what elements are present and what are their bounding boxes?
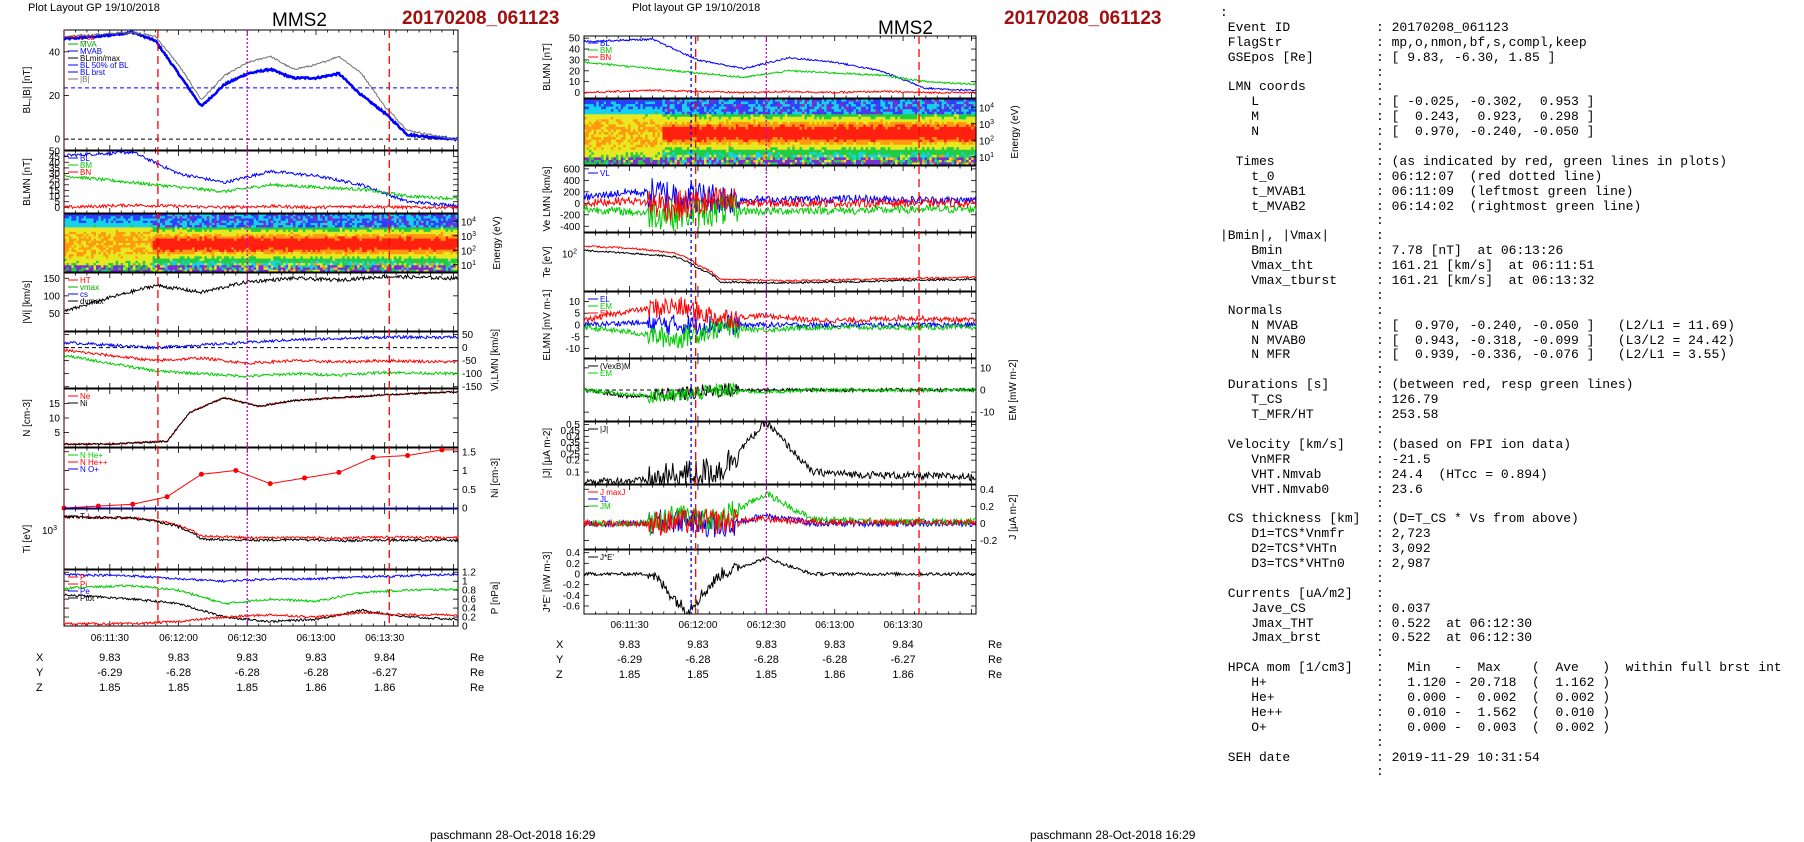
y-tick-label: 50 <box>49 147 61 158</box>
legend-label: Ptot <box>80 594 95 603</box>
series-line-bn <box>64 204 458 209</box>
data-point <box>302 476 307 481</box>
y-tick-label: 102 <box>461 245 476 257</box>
legend-label: |B| <box>80 75 90 84</box>
y-tick-label: 40 <box>49 47 61 58</box>
data-point <box>130 502 135 507</box>
y-tick-label: 5 <box>54 428 60 439</box>
series-line-t- <box>64 516 458 542</box>
legend-label: dvmax <box>80 297 104 306</box>
panel-frame <box>64 570 458 626</box>
legend-label: BN <box>80 168 91 177</box>
y-tick-label: 104 <box>461 216 476 228</box>
series-line--b- <box>64 32 458 140</box>
y-tick-label: 103 <box>461 231 476 243</box>
y-axis-label: BLMN [nT] <box>22 158 33 206</box>
y-axis-label: N [cm-3] <box>22 399 33 437</box>
series-line-pb <box>64 574 458 583</box>
y-tick-label: 1 <box>462 466 468 477</box>
series-line-bl-brst <box>64 32 458 140</box>
y-tick-label: 100 <box>43 291 60 302</box>
y-tick-label: -100 <box>462 369 482 380</box>
data-point <box>371 455 376 460</box>
y-tick-label: -50 <box>462 356 477 367</box>
panel-frame <box>64 389 458 447</box>
panel-frame <box>64 273 458 331</box>
data-point <box>268 481 273 486</box>
legend-label: T⊥ <box>80 512 92 521</box>
panel-frame <box>64 448 458 508</box>
y-axis-label: P [nPa] <box>490 581 501 614</box>
series-line-pi <box>64 612 458 625</box>
y-tick-label: 1.5 <box>462 447 476 458</box>
y-tick-label: 1.2 <box>462 568 476 579</box>
data-point <box>336 470 341 475</box>
data-point <box>165 494 170 499</box>
series-line-ptot <box>64 594 458 622</box>
data-point <box>233 468 238 473</box>
panel-frame <box>64 30 458 150</box>
y-tick-label: 0 <box>462 504 468 515</box>
series-line-ne <box>64 391 458 445</box>
y-tick-label: 0 <box>54 135 60 146</box>
y-axis-label: Energy (eV) <box>492 216 503 269</box>
y-axis-label: BL,|B| [nT] <box>22 66 33 113</box>
data-point <box>439 447 444 452</box>
y-axis-label: Vi,LMN [km/s] <box>490 329 501 391</box>
series-line-vn <box>64 349 458 364</box>
y-tick-label: 150 <box>43 274 60 285</box>
series-line-bl <box>64 151 458 207</box>
y-tick-label: 0 <box>462 343 468 354</box>
y-tick-label: 50 <box>49 309 61 320</box>
y-tick-label: 15 <box>49 399 61 410</box>
y-tick-label: 103 <box>42 525 57 537</box>
series-line--vi- <box>64 275 458 311</box>
y-tick-label: -150 <box>462 382 482 393</box>
series-line-pth <box>64 585 458 604</box>
y-tick-label: 50 <box>462 330 474 341</box>
y-tick-label: 10 <box>49 414 61 425</box>
legend-label: N O+ <box>80 465 99 474</box>
series-line-vl <box>64 336 458 349</box>
data-point <box>405 453 410 458</box>
series-line-t- <box>64 516 458 540</box>
y-tick-label: 101 <box>461 260 476 272</box>
y-axis-label: Ti [eV] <box>22 525 33 554</box>
y-axis-label: |Vi| [km/s] <box>22 280 33 324</box>
y-tick-label: 20 <box>49 91 61 102</box>
y-axis-label: Ni [cm-3] <box>490 458 501 498</box>
series-line-ni <box>64 391 458 445</box>
legend-label: Ni <box>80 399 88 408</box>
series-line-n-he- <box>64 450 458 508</box>
y-tick-label: 0.5 <box>462 485 476 496</box>
series-line-bm <box>64 175 458 200</box>
data-point <box>199 472 204 477</box>
